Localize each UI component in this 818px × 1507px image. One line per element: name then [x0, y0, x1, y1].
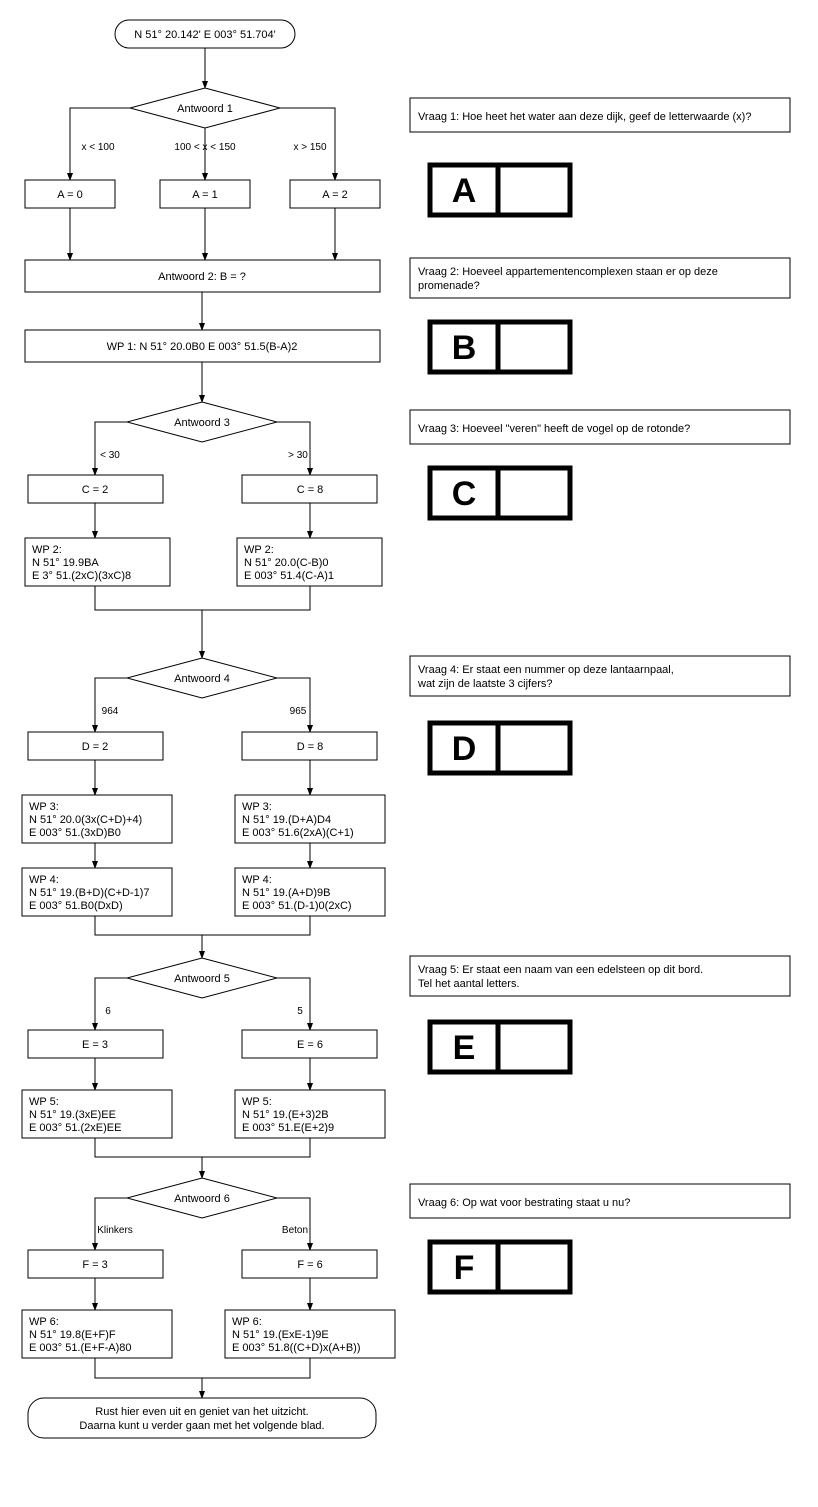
wp-text: E 003° 51.(2xE)EE	[29, 1122, 121, 1134]
edge-label: 964	[102, 706, 119, 717]
end-text: Daarna kunt u verder gaan met het volgen…	[79, 1420, 324, 1432]
node-d2-text: D = 2	[82, 741, 109, 753]
wp-text: WP 4:	[29, 874, 59, 886]
edge-label: > 30	[288, 450, 308, 461]
wp-text: N 51° 19.(3xE)EE	[29, 1109, 116, 1121]
node-a0-text: A = 0	[57, 189, 82, 201]
wp-text: N 51° 20.0(C-B)0	[244, 557, 329, 569]
decision-q1-label: Antwoord 1	[177, 103, 233, 115]
edge	[202, 916, 310, 935]
wp-text: WP 3:	[242, 801, 272, 813]
edge	[95, 1198, 127, 1250]
edge	[95, 422, 127, 475]
edge-label: Klinkers	[97, 1225, 133, 1236]
question-1-text: Vraag 1: Hoe heet het water aan deze dij…	[418, 111, 751, 123]
question-5-text: Tel het aantal letters.	[418, 978, 520, 990]
question-6-text: Vraag 6: Op wat voor bestrating staat u …	[418, 1197, 630, 1209]
wp-text: N 51° 19.(ExE-1)9E	[232, 1329, 329, 1341]
wp-text: E 3° 51.(2xC)(3xC)8	[32, 570, 131, 582]
decision-q6-label: Antwoord 6	[174, 1193, 230, 1205]
question-5-box	[410, 956, 790, 996]
edge-label: 5	[297, 1006, 303, 1017]
wp-text: N 51° 19.(D+A)D4	[242, 814, 331, 826]
edge-label: 6	[105, 1006, 111, 1017]
edge	[95, 1138, 202, 1178]
node-wp1-text: WP 1: N 51° 20.0B0 E 003° 51.5(B-A)2	[107, 341, 298, 353]
node-e6-text: E = 6	[297, 1039, 323, 1051]
answer-d-letter: D	[452, 730, 477, 768]
wp-text: N 51° 19.9BA	[32, 557, 99, 569]
edge	[277, 422, 310, 475]
question-5-text: Vraag 5: Er staat een naam van een edels…	[418, 964, 703, 976]
wp-text: N 51° 19.(A+D)9B	[242, 887, 330, 899]
wp-text: N 51° 19.8(E+F)F	[29, 1329, 116, 1341]
edge	[95, 1358, 202, 1398]
wp-text: E 003° 51.E(E+2)9	[242, 1122, 334, 1134]
edge	[277, 678, 310, 732]
decision-q4-label: Antwoord 4	[174, 673, 230, 685]
wp-text: E 003° 51.8((C+D)x(A+B))	[232, 1342, 361, 1354]
wp-text: WP 2:	[244, 544, 274, 556]
question-2-text: promenade?	[418, 280, 480, 292]
edge	[277, 978, 310, 1030]
node-e3-text: E = 3	[82, 1039, 108, 1051]
node-f6-text: F = 6	[297, 1259, 322, 1271]
answer-e-letter: E	[453, 1029, 476, 1067]
edge	[95, 586, 202, 658]
edge-label: x > 150	[293, 142, 327, 153]
wp-text: E 003° 51.(3xD)B0	[29, 827, 121, 839]
edge-label: Beton	[282, 1225, 308, 1236]
edge-label: 965	[290, 706, 307, 717]
wp-text: WP 2:	[32, 544, 62, 556]
node-f3-text: F = 3	[82, 1259, 107, 1271]
wp-text: E 003° 51.(E+F-A)80	[29, 1342, 132, 1354]
edge	[202, 1138, 310, 1157]
question-2-text: Vraag 2: Hoeveel appartementencomplexen …	[418, 266, 718, 278]
node-c8-text: C = 8	[297, 484, 324, 496]
answer-b-letter: B	[452, 329, 477, 367]
wp-text: WP 6:	[29, 1316, 59, 1328]
edge	[95, 916, 202, 958]
wp-text: WP 5:	[29, 1096, 59, 1108]
answer-f-letter: F	[454, 1249, 475, 1287]
node-a2-text: A = 2	[322, 189, 347, 201]
edge-label: x < 100	[81, 142, 115, 153]
question-2-box	[410, 258, 790, 298]
wp-text: WP 5:	[242, 1096, 272, 1108]
wp-text: WP 3:	[29, 801, 59, 813]
wp-text: N 51° 20.0(3x(C+D)+4)	[29, 814, 142, 826]
question-4-text: wat zijn de laatste 3 cijfers?	[417, 678, 553, 690]
answer-a-letter: A	[452, 172, 477, 210]
edge-label: 100 < x < 150	[174, 142, 236, 153]
end-text: Rust hier even uit en geniet van het uit…	[95, 1406, 308, 1418]
flowchart-canvas: N 51° 20.142' E 003° 51.704' Antwoord 1 …	[0, 0, 818, 1507]
node-q2-text: Antwoord 2: B = ?	[158, 271, 246, 283]
wp-text: E 003° 51.B0(DxD)	[29, 900, 123, 912]
end-node	[28, 1398, 376, 1438]
wp-text: E 003° 51.(D-1)0(2xC)	[242, 900, 352, 912]
edge	[95, 678, 127, 732]
wp-text: N 51° 19.(E+3)2B	[242, 1109, 329, 1121]
wp-text: N 51° 19.(B+D)(C+D-1)7	[29, 887, 150, 899]
decision-q3-label: Antwoord 3	[174, 417, 230, 429]
edge	[202, 586, 310, 610]
wp-text: E 003° 51.4(C-A)1	[244, 570, 334, 582]
start-text: N 51° 20.142' E 003° 51.704'	[134, 29, 275, 41]
node-d8-text: D = 8	[297, 741, 324, 753]
node-c2-text: C = 2	[82, 484, 109, 496]
edge	[277, 1198, 310, 1250]
edge-label: < 30	[100, 450, 120, 461]
edge	[202, 1358, 310, 1378]
question-3-text: Vraag 3: Hoeveel "veren" heeft de vogel …	[418, 423, 690, 435]
question-4-text: Vraag 4: Er staat een nummer op deze lan…	[418, 664, 674, 676]
wp-text: WP 4:	[242, 874, 272, 886]
wp-text: WP 6:	[232, 1316, 262, 1328]
answer-c-letter: C	[452, 475, 477, 513]
wp-text: E 003° 51.6(2xA)(C+1)	[242, 827, 354, 839]
edge	[95, 978, 127, 1030]
node-a1-text: A = 1	[192, 189, 217, 201]
question-4-box	[410, 656, 790, 696]
decision-q5-label: Antwoord 5	[174, 973, 230, 985]
